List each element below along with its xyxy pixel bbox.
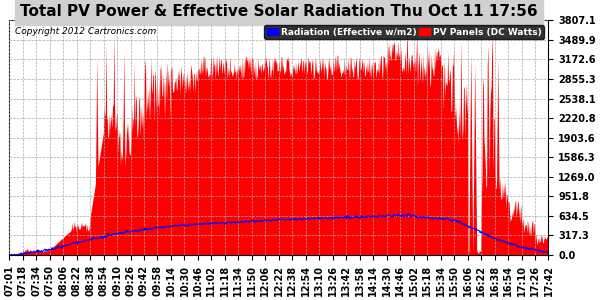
Text: Copyright 2012 Cartronics.com: Copyright 2012 Cartronics.com (14, 27, 156, 36)
Title: Total PV Power & Effective Solar Radiation Thu Oct 11 17:56: Total PV Power & Effective Solar Radiati… (20, 4, 538, 19)
Legend: Radiation (Effective w/m2), PV Panels (DC Watts): Radiation (Effective w/m2), PV Panels (D… (265, 25, 544, 39)
